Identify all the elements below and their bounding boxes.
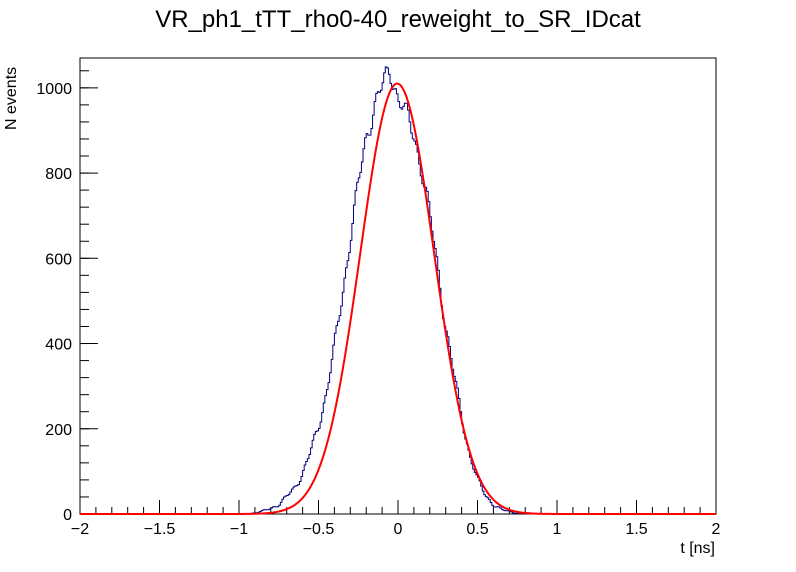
x-axis: −2 −1.5 −1 −0.5 0 0.5 1 1.5 2	[71, 500, 721, 538]
plot-marks	[80, 66, 716, 515]
x-tick-label: 2	[712, 521, 721, 538]
plot-frame	[79, 57, 717, 515]
chart-title: VR_ph1_tTT_rho0-40_reweight_to_SR_IDcat	[155, 6, 641, 33]
y-axis-label: N events	[3, 67, 20, 130]
x-tick-label: −1.5	[144, 521, 176, 538]
x-axis-label: t [ns]	[680, 540, 715, 557]
y-tick-label: 200	[45, 422, 72, 439]
x-tick-label: −2	[71, 521, 89, 538]
x-tick-label: −0.5	[303, 521, 335, 538]
y-tick-label: 600	[45, 251, 72, 268]
y-tick-label: 400	[45, 337, 72, 354]
x-tick-label: 0.5	[466, 521, 488, 538]
y-tick-label: 0	[63, 507, 72, 524]
y-tick-label: 800	[45, 166, 72, 183]
fit-curve	[80, 82, 716, 515]
y-tick-label: 1000	[36, 81, 72, 98]
histogram-series	[80, 66, 716, 515]
y-axis: 0 200 400 600 800 1000	[36, 70, 98, 524]
x-tick-label: 1.5	[625, 521, 647, 538]
x-tick-label: −1	[230, 521, 248, 538]
x-tick-label: 1	[553, 521, 562, 538]
x-tick-label: 0	[394, 521, 403, 538]
